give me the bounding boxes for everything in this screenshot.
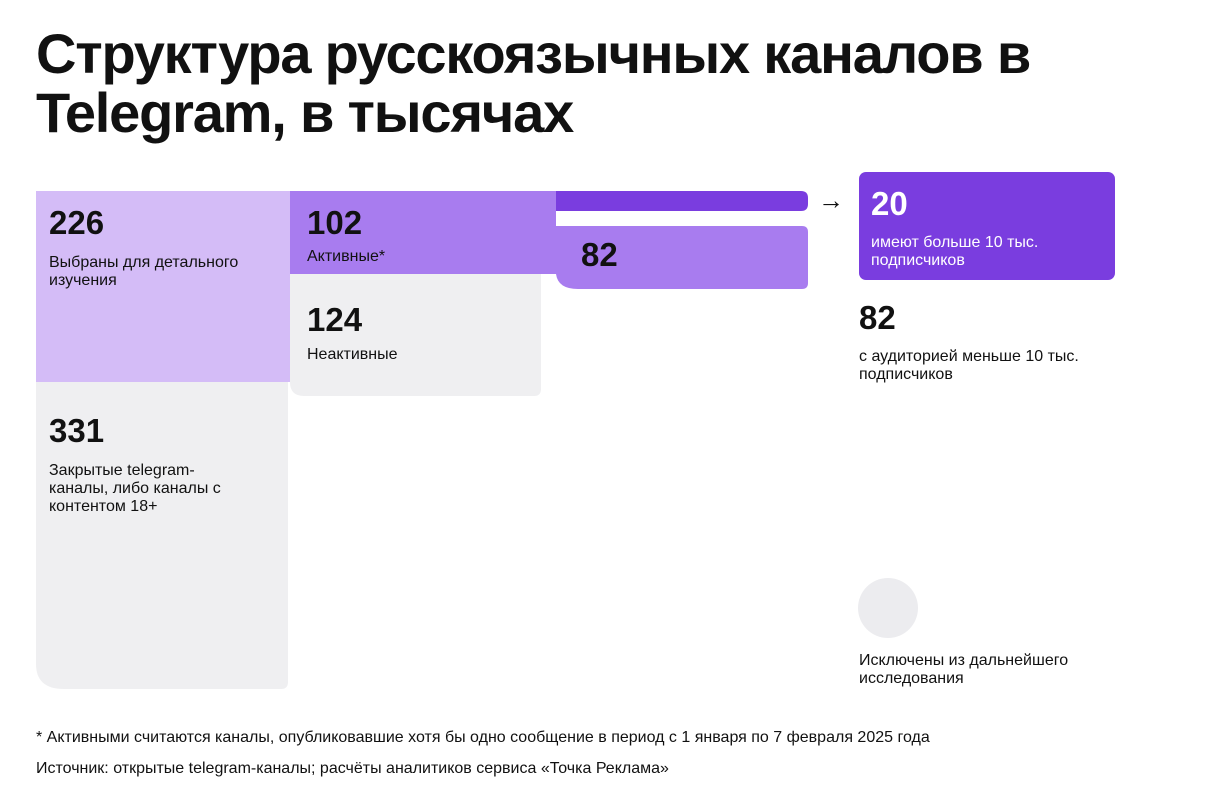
active-label: Активные* xyxy=(307,248,386,265)
selected-block xyxy=(36,191,290,382)
closed-value: 331 xyxy=(49,412,105,449)
small-flow-value: 82 xyxy=(581,236,618,273)
closed-label: Закрытые telegram-каналы, либо каналы с … xyxy=(49,462,221,515)
arrow-right-icon: → xyxy=(818,185,844,215)
inactive-block xyxy=(290,274,541,396)
small-value: 82 xyxy=(859,299,896,336)
closed-channels-block xyxy=(36,382,288,689)
selected-value: 226 xyxy=(49,204,105,241)
selected-label: Выбраны для детального изучения xyxy=(49,254,239,289)
inactive-value: 124 xyxy=(307,301,363,338)
active-block xyxy=(290,191,808,289)
inactive-label: Неактивные xyxy=(307,346,398,363)
large-label: имеют больше 10 тыс. подписчиков xyxy=(871,234,1039,269)
excluded-legend-swatch xyxy=(858,578,918,638)
footnote-source: Источник: открытые telegram-каналы; расч… xyxy=(36,760,669,777)
small-label: с аудиторией меньше 10 тыс. подписчиков xyxy=(859,348,1079,383)
large-value: 20 xyxy=(871,185,908,222)
large-flow-band xyxy=(556,191,808,211)
excluded-legend-label: Исключены из дальнейшего исследования xyxy=(859,652,1069,687)
page-title: Структура русскоязычных каналов в Telegr… xyxy=(36,22,1031,144)
active-value: 102 xyxy=(307,204,363,241)
footnote-active: * Активными считаются каналы, опубликова… xyxy=(36,729,930,746)
large-channels-block: 20 имеют больше 10 тыс. подписчиков xyxy=(859,172,1115,280)
